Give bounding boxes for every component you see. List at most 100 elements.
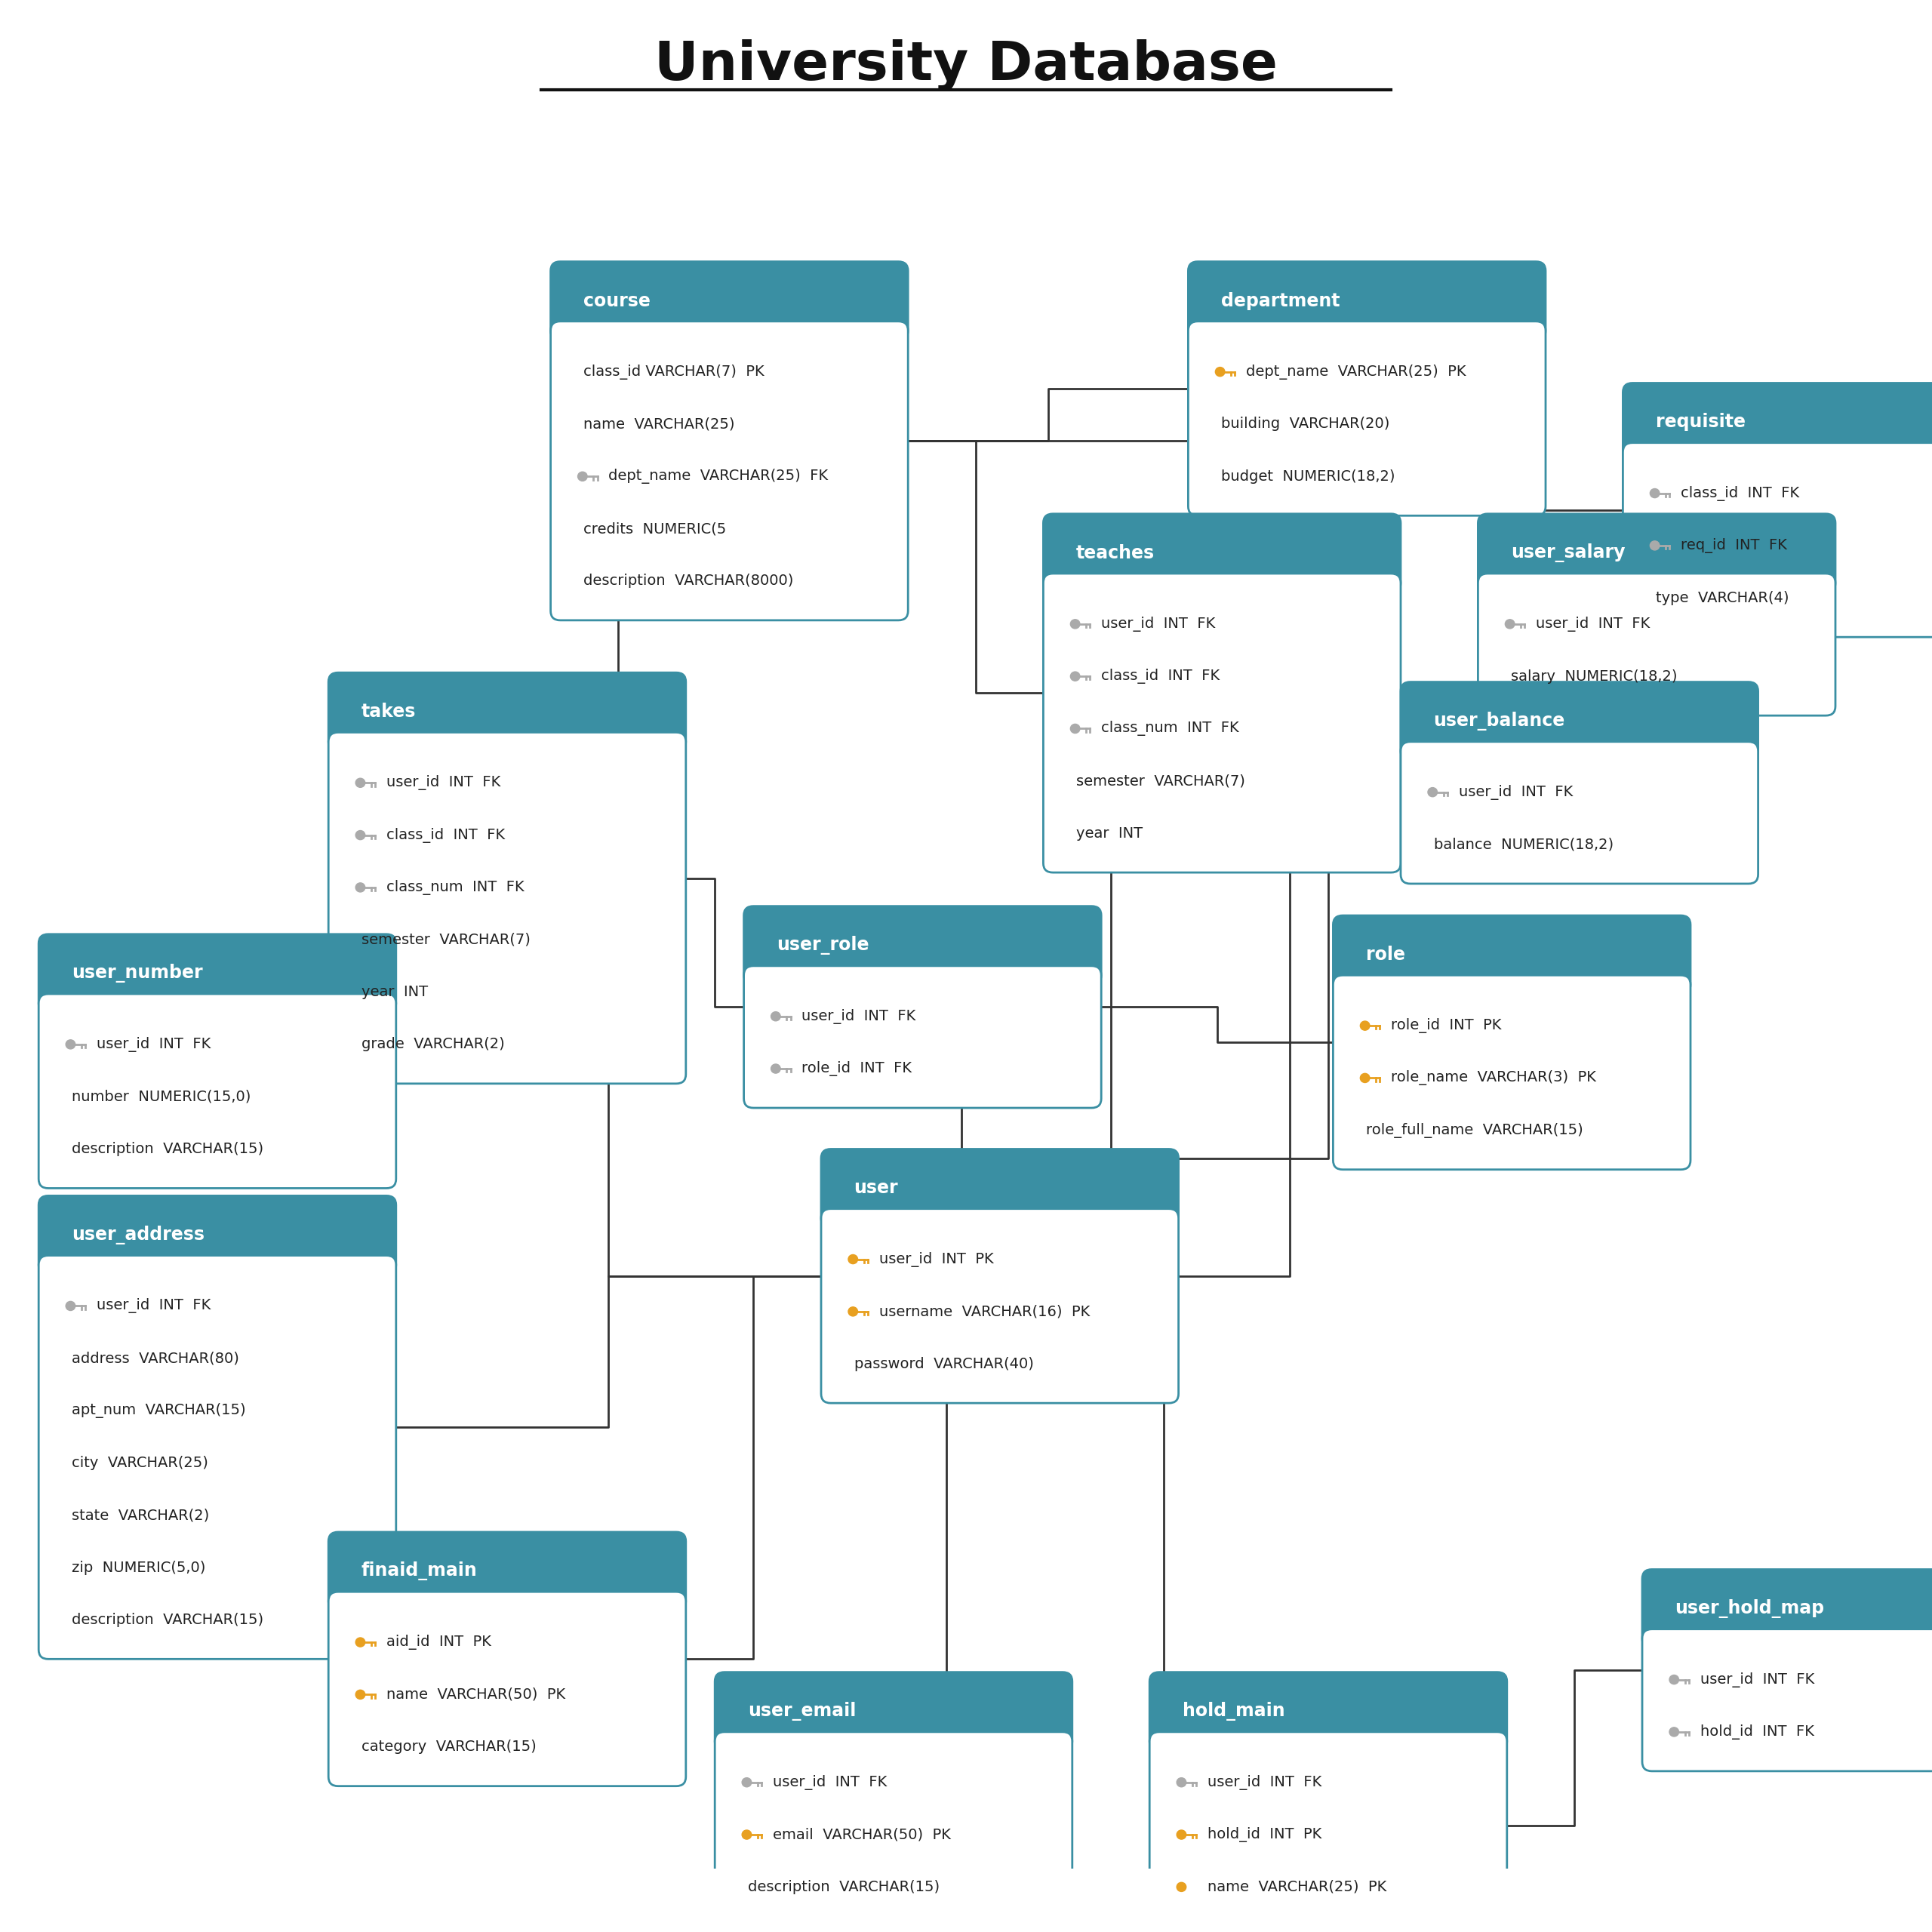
Circle shape <box>1070 724 1080 734</box>
Text: dept_name  VARCHAR(25)  PK: dept_name VARCHAR(25) PK <box>1246 365 1466 379</box>
Text: year  INT: year INT <box>361 985 427 999</box>
FancyBboxPatch shape <box>715 1731 1072 1926</box>
Text: description  VARCHAR(8000): description VARCHAR(8000) <box>583 574 794 587</box>
Circle shape <box>1650 541 1660 551</box>
Circle shape <box>1177 1882 1186 1891</box>
Text: class_id VARCHAR(7)  PK: class_id VARCHAR(7) PK <box>583 365 765 379</box>
Text: username  VARCHAR(16)  PK: username VARCHAR(16) PK <box>879 1304 1090 1320</box>
Text: user_id  INT  FK: user_id INT FK <box>1208 1776 1321 1789</box>
FancyBboxPatch shape <box>1333 976 1690 1169</box>
Text: description  VARCHAR(15): description VARCHAR(15) <box>71 1142 263 1155</box>
Circle shape <box>1360 1022 1370 1030</box>
Text: class_num  INT  FK: class_num INT FK <box>386 879 524 895</box>
Text: user_id  INT  FK: user_id INT FK <box>386 775 500 790</box>
FancyBboxPatch shape <box>744 906 1101 985</box>
Circle shape <box>771 1065 781 1074</box>
Text: user_id  INT  FK: user_id INT FK <box>1536 616 1650 632</box>
Text: course: course <box>583 292 651 309</box>
Text: apt_num  VARCHAR(15): apt_num VARCHAR(15) <box>71 1403 245 1418</box>
Text: class_num  INT  FK: class_num INT FK <box>1101 721 1238 736</box>
Circle shape <box>355 831 365 840</box>
Text: state  VARCHAR(2): state VARCHAR(2) <box>71 1509 209 1522</box>
Text: user_id  INT  PK: user_id INT PK <box>879 1252 993 1267</box>
FancyBboxPatch shape <box>1150 1731 1507 1932</box>
Text: hold_id  INT  PK: hold_id INT PK <box>1208 1828 1321 1843</box>
Text: name  VARCHAR(25): name VARCHAR(25) <box>583 417 734 431</box>
FancyBboxPatch shape <box>39 1196 396 1275</box>
Text: description  VARCHAR(15): description VARCHAR(15) <box>748 1880 939 1893</box>
FancyBboxPatch shape <box>1401 682 1758 761</box>
Text: address  VARCHAR(80): address VARCHAR(80) <box>71 1350 240 1366</box>
FancyBboxPatch shape <box>1642 1569 1932 1648</box>
Circle shape <box>1669 1727 1679 1737</box>
Circle shape <box>848 1254 858 1264</box>
Text: hold_id  INT  FK: hold_id INT FK <box>1700 1725 1814 1739</box>
Text: teaches: teaches <box>1076 545 1155 562</box>
FancyBboxPatch shape <box>551 261 908 340</box>
FancyBboxPatch shape <box>1043 574 1401 873</box>
Text: description  VARCHAR(15): description VARCHAR(15) <box>71 1613 263 1627</box>
Text: credits  NUMERIC(5: credits NUMERIC(5 <box>583 522 726 535</box>
FancyBboxPatch shape <box>1150 1671 1507 1750</box>
FancyBboxPatch shape <box>328 1532 686 1611</box>
Text: class_id  INT  FK: class_id INT FK <box>386 827 504 842</box>
Text: takes: takes <box>361 703 415 721</box>
Text: user_email: user_email <box>748 1702 856 1721</box>
Text: aid_id  INT  PK: aid_id INT PK <box>386 1634 491 1650</box>
Text: department: department <box>1221 292 1341 309</box>
FancyBboxPatch shape <box>39 1256 396 1660</box>
Text: grade  VARCHAR(2): grade VARCHAR(2) <box>361 1037 504 1051</box>
FancyBboxPatch shape <box>328 1592 686 1785</box>
Circle shape <box>742 1777 752 1787</box>
FancyBboxPatch shape <box>328 672 686 752</box>
Text: user_id  INT  FK: user_id INT FK <box>97 1037 211 1051</box>
Text: class_id  INT  FK: class_id INT FK <box>1681 485 1799 500</box>
Circle shape <box>578 471 587 481</box>
Text: year  INT: year INT <box>1076 827 1142 840</box>
Text: password  VARCHAR(40): password VARCHAR(40) <box>854 1356 1034 1372</box>
Text: name  VARCHAR(50)  PK: name VARCHAR(50) PK <box>386 1687 566 1702</box>
Text: user_address: user_address <box>71 1225 205 1244</box>
Circle shape <box>742 1830 752 1839</box>
Text: building  VARCHAR(20): building VARCHAR(20) <box>1221 417 1389 431</box>
Text: req_id  INT  FK: req_id INT FK <box>1681 537 1787 553</box>
Text: class_id  INT  FK: class_id INT FK <box>1101 668 1219 684</box>
Text: user_hold_map: user_hold_map <box>1675 1600 1824 1617</box>
Text: dept_name  VARCHAR(25)  FK: dept_name VARCHAR(25) FK <box>609 469 829 483</box>
Circle shape <box>355 1638 365 1646</box>
FancyBboxPatch shape <box>1623 442 1932 638</box>
FancyBboxPatch shape <box>821 1209 1179 1403</box>
Text: city  VARCHAR(25): city VARCHAR(25) <box>71 1455 209 1470</box>
FancyBboxPatch shape <box>1623 383 1932 462</box>
Text: role: role <box>1366 945 1405 964</box>
Text: user_id  INT  FK: user_id INT FK <box>773 1776 887 1789</box>
Circle shape <box>1669 1675 1679 1685</box>
Circle shape <box>1070 672 1080 680</box>
Text: semester  VARCHAR(7): semester VARCHAR(7) <box>1076 775 1244 788</box>
Circle shape <box>1428 788 1437 796</box>
Circle shape <box>355 883 365 893</box>
Circle shape <box>1650 489 1660 498</box>
FancyBboxPatch shape <box>39 935 396 1012</box>
FancyBboxPatch shape <box>715 1671 1072 1750</box>
Text: budget  NUMERIC(18,2): budget NUMERIC(18,2) <box>1221 469 1395 483</box>
Circle shape <box>66 1302 75 1310</box>
Text: name  VARCHAR(25)  PK: name VARCHAR(25) PK <box>1208 1880 1387 1893</box>
Text: role_id  INT  PK: role_id INT PK <box>1391 1018 1501 1034</box>
Circle shape <box>1177 1777 1186 1787</box>
FancyBboxPatch shape <box>1043 514 1401 593</box>
Text: finaid_main: finaid_main <box>361 1561 477 1580</box>
Text: user_id  INT  FK: user_id INT FK <box>1700 1671 1814 1687</box>
Text: University Database: University Database <box>655 39 1277 91</box>
Circle shape <box>1215 367 1225 377</box>
Text: user_number: user_number <box>71 964 203 983</box>
Text: user_role: user_role <box>777 935 869 954</box>
FancyBboxPatch shape <box>744 966 1101 1107</box>
Text: user_id  INT  FK: user_id INT FK <box>1459 784 1573 800</box>
Text: balance  NUMERIC(18,2): balance NUMERIC(18,2) <box>1434 837 1613 852</box>
FancyBboxPatch shape <box>551 321 908 620</box>
Text: user_id  INT  FK: user_id INT FK <box>1101 616 1215 632</box>
FancyBboxPatch shape <box>1333 916 1690 993</box>
Circle shape <box>1177 1830 1186 1839</box>
Text: hold_main: hold_main <box>1182 1702 1285 1721</box>
